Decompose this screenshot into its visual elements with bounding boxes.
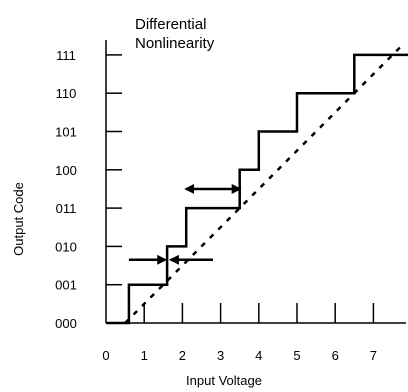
axes — [105, 40, 406, 324]
x-tick-label: 7 — [370, 348, 377, 363]
x-tick-label: 2 — [179, 348, 186, 363]
x-tick-label: 5 — [293, 348, 300, 363]
x-tick-label: 0 — [102, 348, 109, 363]
y-tick-label: 100 — [55, 163, 77, 178]
x-tick-label: 4 — [255, 348, 262, 363]
x-ticks: 0 1 2 3 4 5 6 7 — [102, 303, 377, 363]
annotation-label: Differential Nonlinearity — [135, 16, 215, 52]
y-axis-title: Output Code — [11, 182, 26, 256]
y-tick-label: 111 — [56, 48, 76, 63]
annotation-layer: Differential Nonlinearity — [128, 16, 242, 265]
x-tick-label: 1 — [141, 348, 148, 363]
x-axis-title: Input Voltage — [186, 373, 262, 388]
series-layer — [106, 42, 408, 325]
adc-transfer-staircase — [106, 53, 408, 325]
y-tick-label: 011 — [56, 201, 77, 216]
y-tick-label: 010 — [55, 239, 77, 254]
y-tick-label: 101 — [55, 125, 77, 140]
x-tick-label: 3 — [217, 348, 224, 363]
y-tick-label: 001 — [55, 278, 77, 293]
y-tick-label: 110 — [56, 86, 77, 101]
y-tick-label: 000 — [55, 316, 77, 331]
x-tick-label: 6 — [332, 348, 339, 363]
y-ticks: 000 001 010 011 100 101 110 111 — [55, 48, 122, 331]
